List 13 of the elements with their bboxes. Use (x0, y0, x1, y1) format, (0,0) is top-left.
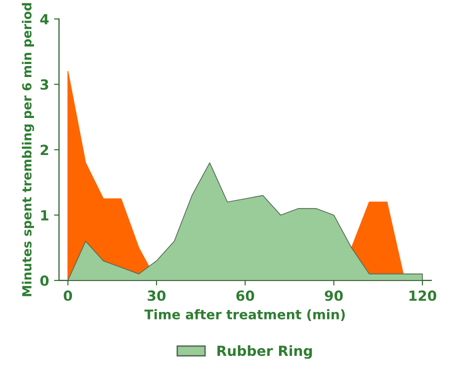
x-tick-label: 120 (410, 290, 436, 301)
y-tick-label: 4 (40, 14, 49, 24)
y-tick-label: 0 (40, 275, 49, 286)
legend-label: Rubber Ring (217, 345, 312, 359)
y-tick-label: 3 (40, 79, 48, 90)
x-tick-label: 60 (236, 290, 254, 301)
y-axis-title: Minutes spent trembling per 6 min period (22, 3, 34, 296)
x-axis-title: Time after treatment (min) (144, 309, 345, 321)
x-tick-label: 30 (148, 290, 166, 301)
y-tick-label: 1 (41, 210, 48, 220)
y-tick-label: 2 (40, 144, 48, 155)
x-tick-label: 0 (64, 290, 72, 301)
x-tick-label: 90 (324, 290, 343, 301)
